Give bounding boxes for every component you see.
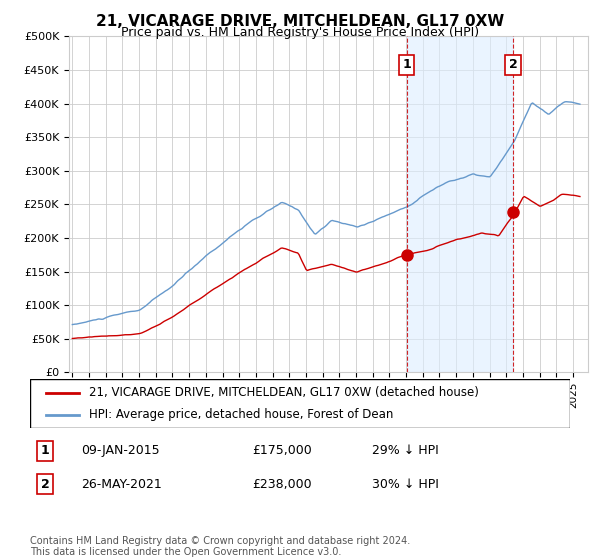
Text: £175,000: £175,000	[252, 444, 312, 458]
Text: 2: 2	[509, 58, 518, 72]
Text: Price paid vs. HM Land Registry's House Price Index (HPI): Price paid vs. HM Land Registry's House …	[121, 26, 479, 39]
FancyBboxPatch shape	[30, 379, 570, 428]
Text: 2: 2	[41, 478, 49, 491]
Text: 21, VICARAGE DRIVE, MITCHELDEAN, GL17 0XW: 21, VICARAGE DRIVE, MITCHELDEAN, GL17 0X…	[96, 14, 504, 29]
Text: 09-JAN-2015: 09-JAN-2015	[81, 444, 160, 458]
Text: 29% ↓ HPI: 29% ↓ HPI	[372, 444, 439, 458]
Text: £238,000: £238,000	[252, 478, 311, 491]
Text: 1: 1	[402, 58, 411, 72]
Text: 1: 1	[41, 444, 49, 458]
Text: 21, VICARAGE DRIVE, MITCHELDEAN, GL17 0XW (detached house): 21, VICARAGE DRIVE, MITCHELDEAN, GL17 0X…	[89, 386, 479, 399]
Text: 30% ↓ HPI: 30% ↓ HPI	[372, 478, 439, 491]
Bar	[407, 36, 513, 372]
Text: HPI: Average price, detached house, Forest of Dean: HPI: Average price, detached house, Fore…	[89, 408, 394, 421]
Text: 26-MAY-2021: 26-MAY-2021	[81, 478, 162, 491]
Text: Contains HM Land Registry data © Crown copyright and database right 2024.
This d: Contains HM Land Registry data © Crown c…	[30, 535, 410, 557]
